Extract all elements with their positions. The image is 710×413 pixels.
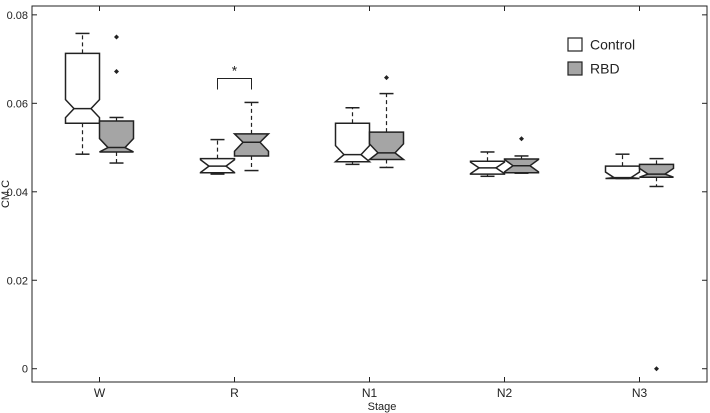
legend-swatch [567,61,583,76]
y-tick-label: 0.02 [7,275,28,287]
box-rbd-n2 [503,136,540,174]
legend-swatch [567,37,583,52]
y-tick-label: 0.04 [7,187,28,199]
x-tick-label: R [230,386,239,400]
legend-label: Control [590,37,635,53]
significance-bracket [217,78,252,90]
box-rbd-r [232,101,271,172]
legend-label: RBD [590,61,620,77]
box-control-n3 [604,153,641,180]
box-control-n2 [469,151,506,178]
box-rbd-n3 [638,157,675,372]
boxes [64,32,675,372]
significance-marker: * [232,63,238,79]
x-tick-label: N1 [362,386,378,400]
y-axis-label: CM C [0,180,12,208]
outlier-point [384,75,389,81]
legend: Control RBD [567,37,635,77]
box-body [333,122,372,163]
annotations: * [217,63,252,90]
legend-item-rbd: RBD [567,61,620,77]
x-tick-label: N3 [632,386,648,400]
box-control-w [64,32,101,155]
box-body [232,133,271,157]
box-body [64,52,101,124]
outlier-point [114,34,119,40]
y-tick-label: 0 [22,364,28,376]
outlier-point [114,68,119,74]
box-control-n1 [333,106,372,166]
box-rbd-w [98,34,135,164]
x-tick-label: W [94,386,106,400]
y-tick-label: 0.06 [7,98,28,110]
axes: 0 0.02 0.04 0.06 0.08 W R N1 N2 N3 [7,6,707,400]
box-body [604,165,641,180]
y-tick-label: 0.08 [7,10,28,22]
outlier-point [654,366,659,372]
outlier-point [519,136,524,142]
box-body [638,163,675,178]
box-rbd-n1 [367,75,406,169]
legend-item-control: Control [567,37,635,53]
box-body [367,131,406,161]
box-body [98,120,135,153]
box-control-r [199,138,236,175]
x-tick-label: N2 [497,386,513,400]
x-axis-label: Stage [368,401,397,413]
